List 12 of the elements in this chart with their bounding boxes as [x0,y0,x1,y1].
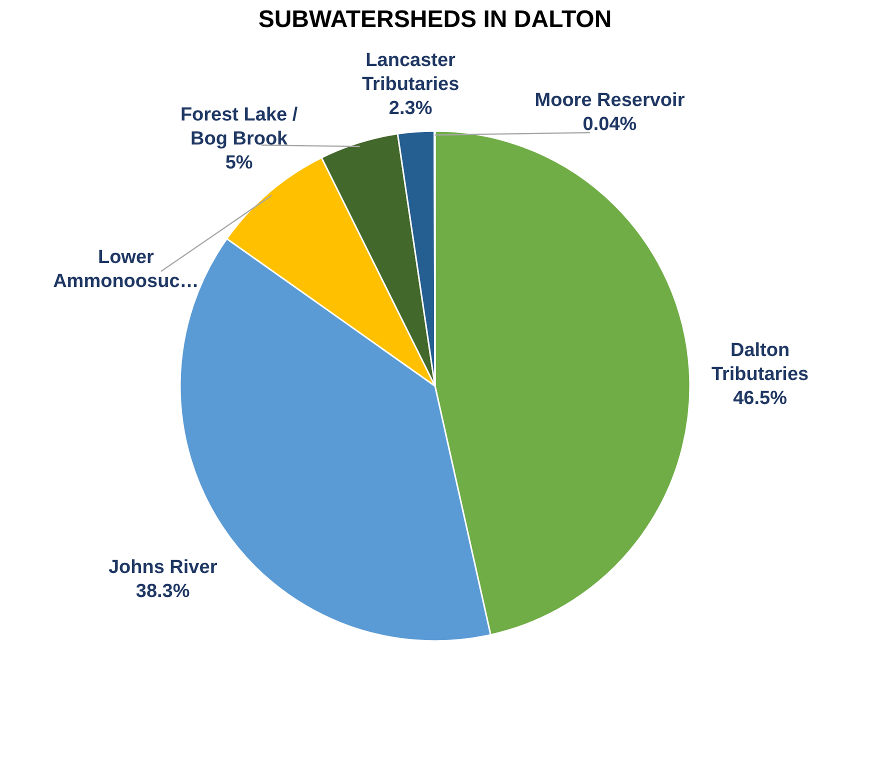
chart-title: SUBWATERSHEDS IN DALTON [258,6,612,33]
slice-label: Lower Ammonoosuc… [53,246,199,292]
slice-label: Johns River [108,557,218,578]
slice-label: Dalton Tributaries [711,340,809,386]
data-label: 0.04% [582,114,637,136]
slice-label: Lancaster Tributaries [362,50,460,95]
slice-label: Forest Lake / Bog Brook [180,104,298,150]
slice-label: Moore Reservoir [534,90,686,112]
data-label: 2.3% [388,98,432,119]
data-label: 46.5% [733,388,788,410]
data-label: 5% [225,152,253,174]
data-label: 38.3% [136,581,190,602]
